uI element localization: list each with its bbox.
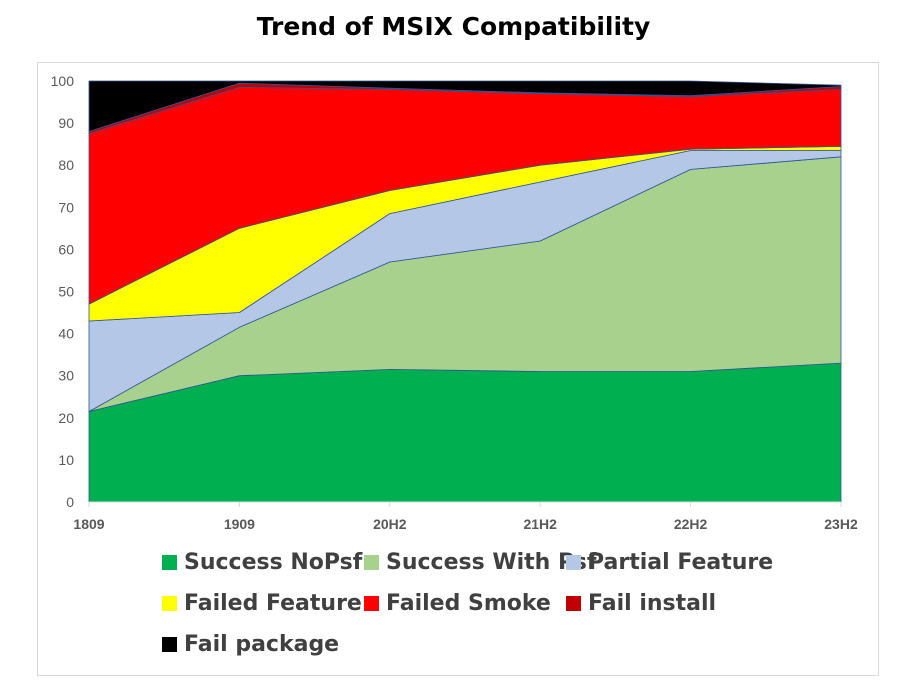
x-tick-label: 1809	[73, 516, 104, 532]
legend-label: Fail package	[184, 632, 340, 657]
x-tick-label: 20H2	[373, 516, 407, 532]
legend-item: Fail install	[566, 591, 716, 616]
y-tick-label: 60	[58, 241, 74, 257]
chart-frame	[37, 62, 879, 676]
y-tick-label: 70	[58, 199, 74, 215]
legend-item: Fail package	[162, 632, 339, 657]
x-tick-label: 22H2	[674, 516, 708, 532]
legend-item: Failed Feature	[162, 591, 362, 616]
legend-item: Partial Feature	[566, 550, 773, 575]
legend-item: Failed Smoke	[364, 591, 551, 616]
legend-swatch	[364, 596, 379, 611]
legend-swatch	[566, 596, 581, 611]
legend-swatch	[162, 637, 177, 652]
y-tick-label: 10	[58, 452, 74, 468]
x-tick-label: 1909	[224, 516, 255, 532]
y-tick-label: 20	[58, 410, 74, 426]
y-tick-label: 40	[58, 326, 74, 342]
y-tick-label: 80	[58, 157, 74, 173]
legend-swatch	[364, 555, 379, 570]
y-tick-label: 0	[66, 494, 74, 510]
y-tick-label: 90	[58, 115, 74, 131]
y-tick-label: 100	[51, 73, 75, 89]
legend-swatch	[162, 596, 177, 611]
legend-swatch	[162, 555, 177, 570]
x-tick-label: 21H2	[523, 516, 557, 532]
legend-label: Partial Feature	[588, 550, 774, 575]
legend-swatch	[566, 555, 581, 570]
series-area-fail-package	[88, 80, 842, 132]
legend-label: Success With Psf	[386, 550, 597, 575]
y-tick-label: 50	[58, 284, 74, 300]
chart-title: Trend of MSIX Compatibility	[256, 12, 651, 41]
y-tick-label: 30	[58, 368, 74, 384]
legend-label: Failed Smoke	[386, 591, 551, 616]
x-tick-label: 23H2	[824, 516, 858, 532]
legend-label: Fail install	[588, 591, 717, 616]
legend-label: Failed Feature	[184, 591, 362, 616]
legend-item: Success NoPsf	[162, 550, 362, 575]
legend-label: Success NoPsf	[184, 550, 363, 575]
legend-item: Success With Psf	[364, 550, 596, 575]
